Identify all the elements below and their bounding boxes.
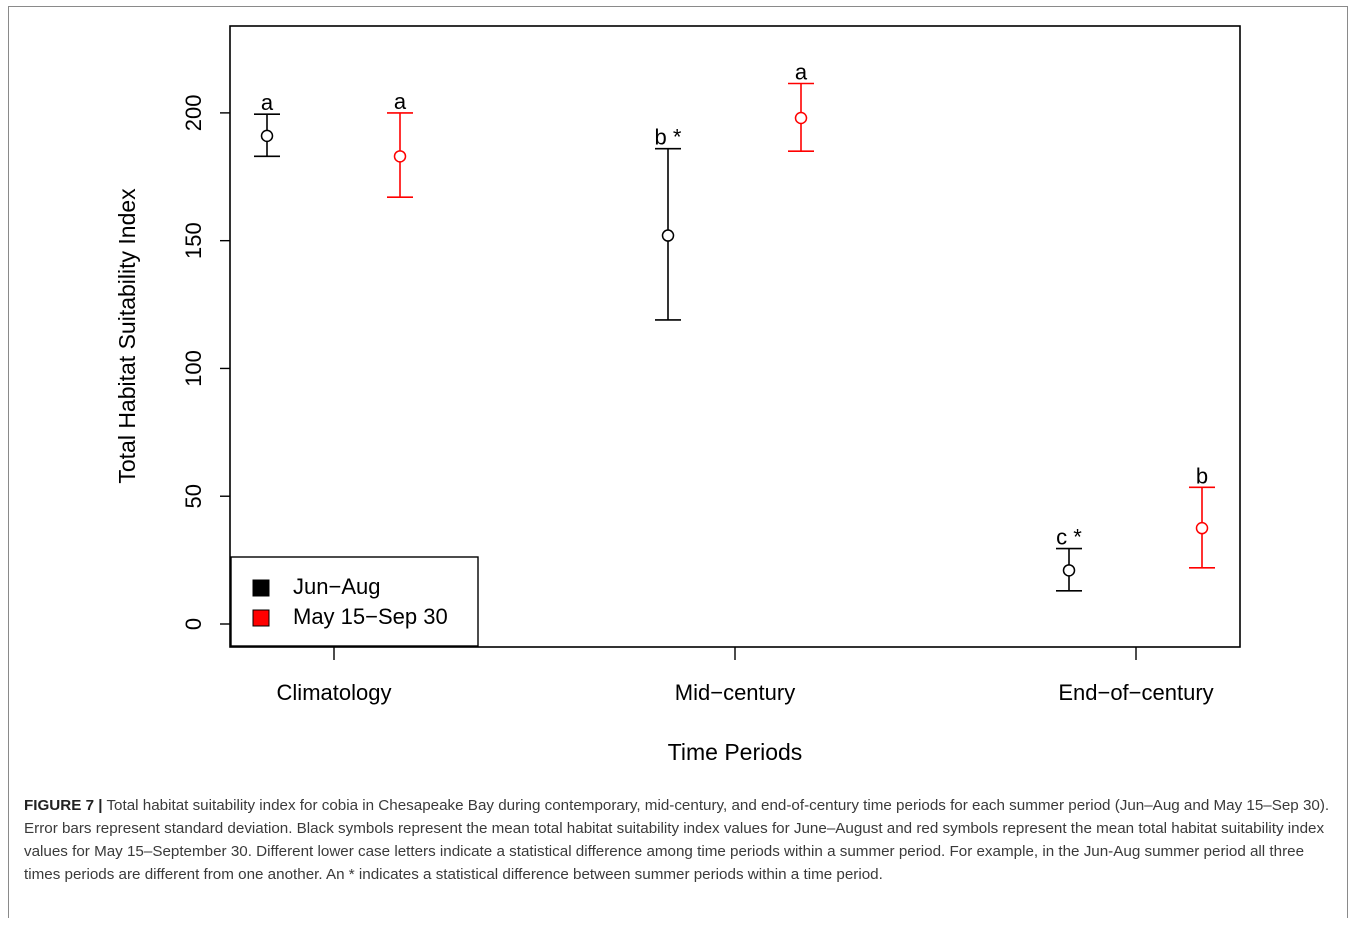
chart: 0 50 100 150 200 Climatology Mid−century End−of… xyxy=(114,25,1241,765)
figure-border-top xyxy=(8,6,1348,7)
figure-caption: FIGURE 7 | Total habitat suitability ind… xyxy=(24,794,1336,886)
data-point xyxy=(1062,564,1076,577)
significance-label: a xyxy=(394,89,407,114)
data-point xyxy=(1195,521,1209,535)
plot-area xyxy=(229,25,1241,648)
y-tick-label: 100 xyxy=(181,350,206,387)
x-tick-label: Mid−century xyxy=(675,680,795,705)
x-tick-label: Climatology xyxy=(277,680,392,705)
legend-box xyxy=(230,556,479,647)
significance-label: a xyxy=(261,90,274,115)
significance-label: b * xyxy=(655,125,682,150)
x-tick-label: End−of−century xyxy=(1058,680,1213,705)
significance-label: c * xyxy=(1056,525,1082,550)
caption-text: Total habitat suitability index for cobi… xyxy=(24,797,1330,883)
legend-label: May 15−Sep 30 xyxy=(293,604,448,629)
legend-label: Jun−Aug xyxy=(293,574,380,599)
data-point xyxy=(393,150,407,163)
y-axis-title: Total Habitat Suitability Index xyxy=(114,188,140,484)
data-point xyxy=(794,111,808,125)
figure-border xyxy=(8,6,1348,918)
data-point xyxy=(661,229,675,242)
y-tick-label: 0 xyxy=(181,618,206,630)
y-tick-label: 150 xyxy=(181,222,206,259)
x-axis-title: Time Periods xyxy=(668,739,803,765)
figure-label: FIGURE 7 | xyxy=(24,797,103,814)
significance-label: b xyxy=(1196,463,1208,488)
legend-swatch xyxy=(252,609,270,627)
data-point xyxy=(260,129,274,143)
y-tick-label: 50 xyxy=(181,484,206,508)
significance-label: a xyxy=(795,60,808,85)
y-tick-label: 200 xyxy=(181,95,206,132)
legend-swatch xyxy=(252,579,270,597)
